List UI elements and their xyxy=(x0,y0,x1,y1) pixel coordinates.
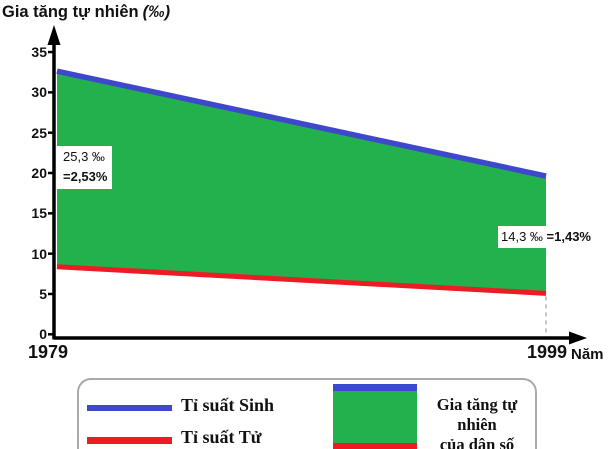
legend-birth-label: Tỉ suất Sinh xyxy=(181,395,275,415)
y-tick-label: 10 xyxy=(31,245,47,262)
birth-rate-line xyxy=(56,68,547,179)
legend-birth-line-swatch xyxy=(87,405,172,411)
legend-area-label: Gia tăng tự nhiên của dân số xyxy=(419,395,535,449)
annotation-1979-permille: 25,3 ‰ xyxy=(63,149,105,164)
death-rate-line xyxy=(56,264,547,296)
annotation-1999-natural-increase: 14,3 ‰ =1,43% xyxy=(498,226,594,248)
x-axis-title: Năm xyxy=(571,346,604,363)
y-axis-tick-labels: 0 5 10 15 20 25 30 35 xyxy=(18,0,47,449)
legend: Tỉ suất Sinh Tỉ suất Tử Gia tăng tự nhiê… xyxy=(77,378,537,449)
y-tick-label: 20 xyxy=(31,165,47,182)
legend-area-swatch-birth-strip xyxy=(333,384,417,391)
y-tick-label: 0 xyxy=(39,326,47,343)
legend-area-swatch-fill xyxy=(333,391,417,443)
legend-area-swatch xyxy=(333,384,417,449)
legend-death-label: Tỉ suất Tử xyxy=(181,427,262,447)
legend-death-line-swatch xyxy=(87,437,172,444)
annotation-1979-percent: =2,53% xyxy=(63,169,108,184)
y-tick-label: 5 xyxy=(39,285,47,302)
x-tick-label-1979: 1979 xyxy=(27,342,69,362)
legend-area-label-line1: Gia tăng tự nhiên xyxy=(436,395,518,434)
legend-area-label-line2: của dân số xyxy=(439,435,515,449)
annotation-1999-percent: =1,43% xyxy=(546,229,591,244)
y-tick-label: 35 xyxy=(31,44,47,61)
chart-title: Gia tăng tự nhiên (‰) xyxy=(2,3,170,22)
annotation-1999-permille: 14,3 ‰ xyxy=(501,229,547,244)
legend-area-swatch-death-strip xyxy=(333,443,417,449)
y-axis-arrow-icon xyxy=(47,25,61,45)
y-tick-label: 30 xyxy=(31,84,47,101)
x-axis-arrow-icon xyxy=(569,331,587,345)
x-tick-label-1999: 1999 xyxy=(526,342,568,362)
y-tick-label: 15 xyxy=(31,205,47,222)
chart-title-unit: (‰) xyxy=(142,3,171,21)
y-tick-label: 25 xyxy=(31,124,47,141)
chart-title-text: Gia tăng tự nhiên xyxy=(2,3,139,21)
annotation-1979-natural-increase: 25,3 ‰ =2,53% xyxy=(56,146,113,189)
natural-increase-area xyxy=(57,72,546,293)
